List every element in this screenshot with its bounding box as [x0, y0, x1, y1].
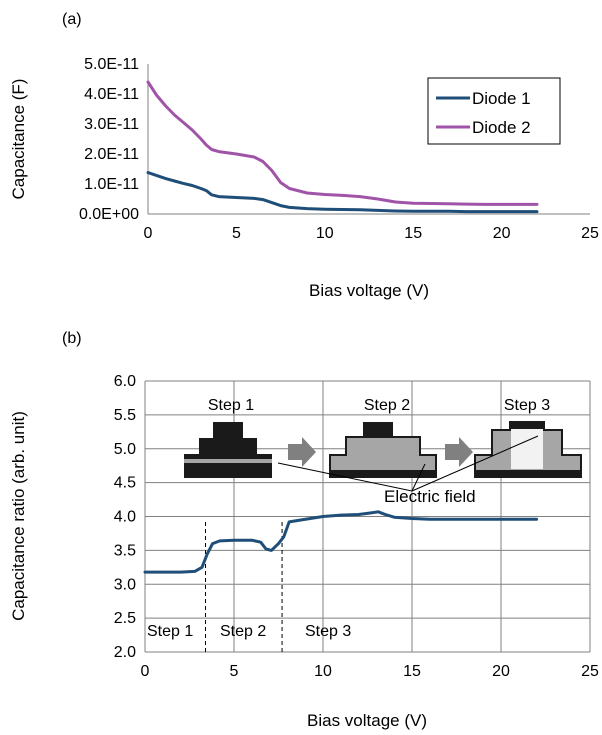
y-tick-label: 2.5 — [114, 610, 136, 627]
x-tick-label: 5 — [232, 225, 241, 242]
y-tick-label: 0.0E+00 — [79, 206, 139, 223]
y-tick-label: 5.0E-11 — [84, 56, 139, 73]
chart-b-y-axis-label: Capacitance ratio (arb. unit) — [9, 411, 28, 621]
chart-b-series — [143, 510, 539, 574]
series-line-series-1 — [143, 510, 539, 574]
annotation-line — [277, 462, 413, 492]
inset-label-step-1: Step 1 — [208, 397, 254, 414]
y-tick-label: 5.0 — [114, 441, 136, 458]
annotation-line — [411, 435, 539, 492]
device-step-2 — [329, 422, 437, 478]
region-label-step-1: Step 1 — [147, 623, 193, 640]
y-tick-label: 6.0 — [114, 373, 136, 390]
chart-b: (b) 2.0 2.5 3.0 3.5 4.0 4.5 5.0 5.5 6.0 0 5 10 15 20… — [9, 330, 599, 730]
chart-a-y-axis-label: Capacitance (F) — [9, 79, 28, 200]
x-tick-label: 5 — [230, 663, 239, 680]
y-tick-label: 1.0E-11 — [84, 176, 139, 193]
chart-b-y-ticks: 2.0 2.5 3.0 3.5 4.0 4.5 5.0 5.5 6.0 — [114, 373, 136, 661]
arrow-icon — [288, 437, 316, 467]
x-tick-label: 10 — [314, 663, 332, 680]
panel-label-a: (a) — [62, 11, 82, 28]
chart-a-x-axis-label: Bias voltage (V) — [309, 281, 429, 300]
series-line-diode-1 — [146, 171, 539, 214]
series-line-diode-2 — [146, 80, 539, 206]
panel-label-b: (b) — [62, 330, 82, 347]
chart-a-x-ticks: 0 5 10 15 20 25 — [144, 225, 599, 242]
x-tick-label: 0 — [141, 663, 150, 680]
x-tick-label: 15 — [403, 663, 421, 680]
y-tick-label: 3.5 — [114, 542, 136, 559]
chart-a: (a) 0.0E+00 1.0E-11 2.0E-11 3.0E-11 4.0E-11 5… — [9, 11, 599, 300]
inset-label-step-2: Step 2 — [364, 397, 410, 414]
legend-box — [427, 77, 561, 145]
inset-label-step-3: Step 3 — [504, 397, 550, 414]
x-tick-label: 20 — [492, 663, 510, 680]
legend-label-diode-1: Diode 1 — [472, 89, 531, 108]
arrow-icon — [445, 437, 473, 467]
device-step-3 — [474, 421, 582, 478]
x-tick-label: 25 — [581, 663, 599, 680]
chart-a-y-ticks: 0.0E+00 1.0E-11 2.0E-11 3.0E-11 4.0E-11 5.0E-… — [79, 56, 139, 223]
x-tick-label: 20 — [493, 225, 511, 242]
chart-b-gridlines — [145, 380, 591, 652]
y-tick-label: 4.0 — [114, 509, 136, 526]
chart-b-x-ticks: 0 5 10 15 20 25 — [141, 663, 599, 680]
y-tick-label: 3.0 — [114, 576, 136, 593]
y-tick-label: 4.0E-11 — [84, 86, 139, 103]
electric-field-label: Electric field — [384, 487, 476, 506]
y-tick-label: 3.0E-11 — [84, 116, 139, 133]
chart-b-step-boundaries — [205, 522, 283, 652]
x-tick-label: 15 — [404, 225, 422, 242]
region-label-step-3: Step 3 — [305, 623, 351, 640]
device-inset: Step 1 Step 2 Step 3 — [184, 397, 582, 506]
chart-a-series — [146, 80, 539, 214]
x-tick-label: 10 — [316, 225, 334, 242]
chart-b-x-axis-label: Bias voltage (V) — [307, 711, 427, 730]
x-tick-label: 0 — [144, 225, 153, 242]
legend-label-diode-2: Diode 2 — [472, 118, 531, 137]
depletion-layer-1 — [184, 459, 272, 463]
chart-a-legend: Diode 1 Diode 2 — [427, 77, 561, 145]
x-tick-label: 25 — [581, 225, 599, 242]
y-tick-label: 4.5 — [114, 475, 136, 492]
y-tick-label: 2.0 — [114, 644, 136, 661]
y-tick-label: 5.5 — [114, 407, 136, 424]
y-tick-label: 2.0E-11 — [84, 146, 139, 163]
region-label-step-2: Step 2 — [220, 623, 266, 640]
device-step-1 — [184, 422, 272, 478]
annotation-line — [411, 463, 426, 492]
